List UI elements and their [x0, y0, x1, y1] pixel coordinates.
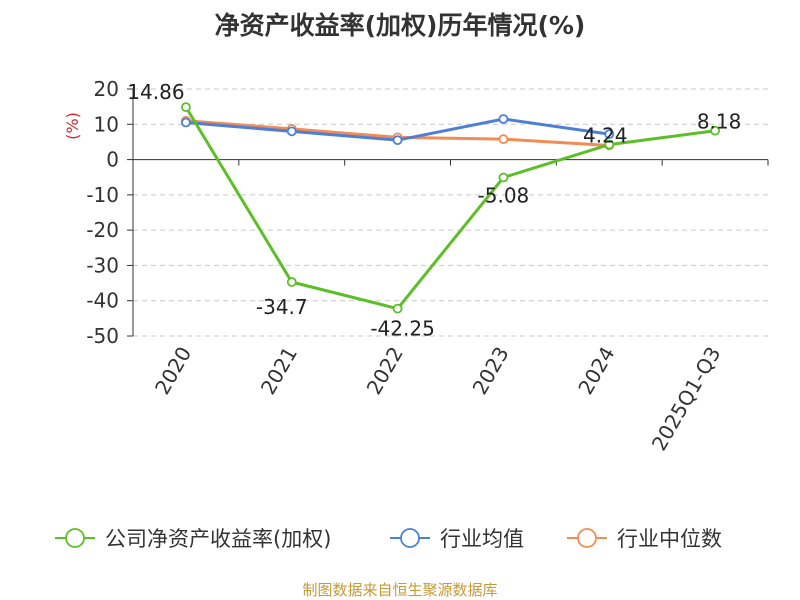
legend-label: 行业中位数 [617, 527, 722, 551]
data-point [604, 139, 615, 150]
data-point [286, 277, 297, 287]
legend-marker [65, 528, 85, 548]
data-label: 8.18 [697, 110, 742, 134]
x-tick-label: 2025Q1-Q3 [647, 343, 726, 455]
x-tick-label: 2022 [362, 343, 408, 399]
data-point [392, 135, 403, 146]
data-label: -5.08 [478, 183, 530, 207]
data-point [498, 114, 509, 124]
data-label: -34.7 [256, 295, 308, 319]
data-point [286, 126, 297, 137]
data-point [181, 102, 191, 113]
legend-label: 公司净资产收益率(加权) [105, 527, 331, 551]
data-point [392, 303, 403, 314]
y-axis-label: (%) [63, 112, 82, 140]
legend-marker [577, 528, 597, 548]
y-tick-label: -10 [86, 183, 119, 207]
y-tick-label: -20 [86, 218, 119, 242]
data-point [710, 125, 720, 136]
x-tick-label: 2024 [573, 343, 619, 399]
y-tick-label: 10 [94, 112, 119, 136]
data-point [604, 129, 615, 140]
y-tick-label: -30 [86, 253, 119, 277]
series-line [184, 106, 716, 311]
data-label: -42.25 [370, 317, 434, 341]
y-tick-label: 20 [94, 77, 119, 101]
data-label: 14.86 [127, 80, 184, 104]
legend-label: 行业均值 [440, 527, 524, 551]
data-label: 4.24 [583, 124, 628, 148]
data-point [498, 134, 509, 145]
y-tick-label: 0 [106, 148, 119, 172]
legend-marker [400, 528, 420, 548]
chart-title: 净资产收益率(加权)历年情况(%) [214, 11, 586, 40]
source-note: 制图数据来自恒生聚源数据库 [302, 581, 498, 599]
y-tick-label: -50 [86, 324, 119, 348]
data-point [498, 172, 509, 183]
x-tick-label: 2023 [468, 342, 514, 398]
x-tick-label: 2021 [256, 343, 302, 399]
data-point [181, 117, 191, 128]
y-tick-label: -40 [86, 289, 119, 313]
x-tick-label: 2020 [150, 343, 196, 399]
